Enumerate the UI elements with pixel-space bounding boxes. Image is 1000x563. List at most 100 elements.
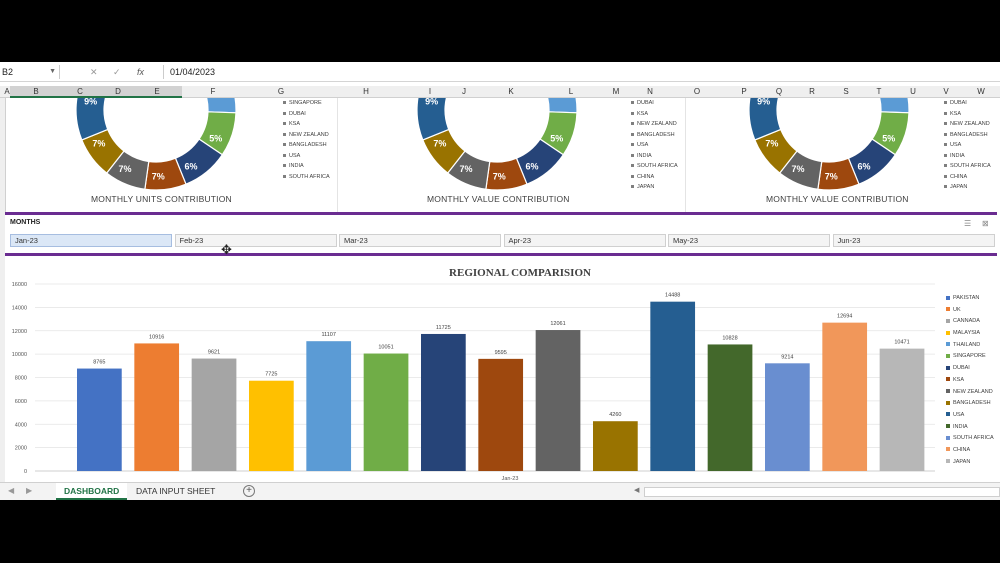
formula-input[interactable]: 01/04/2023 (163, 65, 983, 79)
plus-circle-icon[interactable]: + (243, 485, 255, 497)
donut-slice (546, 98, 578, 114)
legend-item: NEW ZEALAND (944, 119, 991, 130)
bar-data-label: 12694 (837, 314, 852, 320)
chevron-right-icon[interactable]: ▶ (26, 486, 33, 495)
chart-legend-item: INDIA (946, 422, 994, 434)
legend-item: CHINA (631, 172, 678, 183)
donut-chart: 10%5%6%7%7%7%9%9% (75, 98, 237, 191)
legend-swatch (631, 143, 634, 147)
column-header-j[interactable]: J (462, 87, 466, 96)
bar-dubai[interactable] (421, 333, 466, 471)
legend-label: JAPAN (953, 458, 971, 465)
bar-ksa[interactable] (478, 358, 524, 471)
legend-label: NEW ZEALAND (637, 121, 677, 127)
value-contribution-panel-1[interactable]: 10%5%6%7%7%7%9%9% MONTHLY VALUE CONTRIBU… (339, 98, 686, 248)
column-header-d[interactable]: D (115, 87, 121, 96)
enter-icon[interactable]: ✓ (113, 67, 121, 77)
value-contribution-panel-2[interactable]: 10%5%6%7%7%7%9%9% MONTHLY VALUE CONTRIBU… (687, 98, 997, 248)
legend-label: BANGLADESH (953, 400, 991, 407)
column-header-q[interactable]: Q (775, 87, 783, 96)
bar-singapore[interactable] (363, 353, 409, 471)
column-header-o[interactable]: O (693, 87, 701, 96)
bar-pakistan[interactable] (77, 368, 122, 471)
column-header-c[interactable]: C (77, 87, 83, 96)
legend-label: NEW ZEALAND (289, 131, 329, 138)
column-header-n[interactable]: N (647, 87, 653, 96)
donut-slice-label: 9% (757, 98, 770, 106)
legend-swatch (283, 153, 286, 157)
chart-legend-item: BANGLADESH (946, 398, 994, 410)
column-header-b[interactable]: B (33, 87, 39, 96)
column-header-p[interactable]: P (741, 87, 747, 96)
donut-legend: DUBAI KSA NEW ZEALAND BANGLADESH USA INDIA SOU… (631, 98, 678, 193)
scroll-left-icon[interactable]: ◀ (634, 487, 640, 494)
tab-dashboard[interactable]: DASHBOARD (56, 483, 128, 500)
donut-title: MONTHLY VALUE CONTRIBUTION (427, 194, 570, 204)
column-header-l[interactable]: L (568, 87, 574, 96)
donut-legend: SINGAPORE DUBAI KSA NEW ZEALAND BANGLADESH US… (283, 98, 330, 182)
column-header-m[interactable]: M (612, 87, 620, 96)
slicer-item-jun-23[interactable]: Jun-23 (832, 234, 995, 247)
bar-thailand[interactable] (306, 341, 352, 471)
fx-icon[interactable]: fx (137, 67, 145, 77)
column-header-s[interactable]: S (843, 87, 849, 96)
column-header-h[interactable]: H (363, 87, 369, 96)
donut-slice (748, 98, 782, 141)
column-header-g[interactable]: G (277, 87, 285, 96)
slicer-item-mar-23[interactable]: Mar-23 (339, 234, 501, 247)
bar-data-label: 11725 (436, 325, 451, 331)
column-header-w[interactable]: W (977, 87, 985, 96)
legend-swatch (631, 132, 634, 136)
slicer-item-jan-23[interactable]: Jan-23 (10, 234, 172, 247)
slicer-item-apr-23[interactable]: Apr-23 (503, 234, 666, 247)
clear-filter-icon[interactable]: ⊠ (982, 219, 989, 228)
donut-slice-label: 5% (882, 133, 895, 143)
chevron-left-icon[interactable]: ◀ (8, 486, 15, 495)
horizontal-scrollbar[interactable] (644, 487, 1000, 497)
column-header-u[interactable]: U (910, 87, 916, 96)
bar-new-zealand[interactable] (535, 330, 581, 471)
months-slicer[interactable]: MONTHS ☰ ⊠ Jan-23 Feb-23 Mar-23 Apr-23 May-2… (5, 212, 997, 256)
bar-india[interactable] (707, 344, 753, 471)
donut-slice-label: 9% (84, 98, 97, 106)
multi-select-icon[interactable]: ☰ (964, 219, 972, 228)
chevron-down-icon[interactable]: ▼ (49, 68, 56, 75)
slicer-item-feb-23[interactable]: Feb-23 (174, 234, 337, 247)
legend-swatch (946, 389, 950, 394)
column-header-i[interactable]: I (428, 87, 432, 96)
legend-label: KSA (953, 376, 965, 383)
column-header-a[interactable]: A (4, 87, 10, 96)
bar-china[interactable] (822, 322, 868, 471)
slicer-item-may-23[interactable]: May-23 (668, 234, 830, 247)
column-header-f[interactable]: F (210, 87, 216, 96)
bar-cannada[interactable] (191, 358, 237, 471)
legend-swatch (946, 330, 950, 335)
donut-slice-label: 7% (792, 164, 805, 174)
bar-japan[interactable] (879, 348, 925, 471)
bar-bangladesh[interactable] (593, 421, 638, 471)
bar-uk[interactable] (134, 343, 180, 471)
y-tick-label: 0 (24, 469, 27, 475)
column-header-t[interactable]: T (876, 87, 882, 96)
donut-slice-label: 7% (765, 139, 778, 149)
donut-slice-label: 6% (857, 161, 870, 171)
bar-malaysia[interactable] (249, 380, 294, 471)
column-header-r[interactable]: R (809, 87, 815, 96)
cancel-icon[interactable]: ✕ (90, 67, 98, 77)
regional-comparison-chart[interactable]: REGIONAL COMPARISION 0 2000 4000 6000 8000 100… (5, 256, 997, 484)
bar-usa[interactable] (650, 301, 696, 471)
legend-label: USA (637, 142, 649, 148)
legend-label: SINGAPORE (289, 100, 322, 106)
excel-window: B2 ▼ ✕ ✓ fx 01/04/2023 A B C D E F G H I J K L M N O P Q… (0, 62, 1000, 500)
units-contribution-panel[interactable]: 10%5%6%7%7%7%9%9% MONTHLY UNITS CONTRIBU… (7, 98, 338, 248)
donut-slice-label: 7% (119, 164, 132, 174)
tab-data-input-sheet[interactable]: DATA INPUT SHEET (136, 486, 216, 496)
bar-south-africa[interactable] (765, 363, 810, 471)
name-box[interactable]: B2 ▼ (0, 65, 60, 79)
legend-item: KSA (944, 109, 991, 120)
column-header-k[interactable]: K (508, 87, 514, 96)
legend-item: BANGLADESH (631, 130, 678, 141)
donut-title: MONTHLY UNITS CONTRIBUTION (91, 194, 232, 204)
column-header-v[interactable]: V (943, 87, 949, 96)
column-header-e[interactable]: E (154, 87, 160, 96)
